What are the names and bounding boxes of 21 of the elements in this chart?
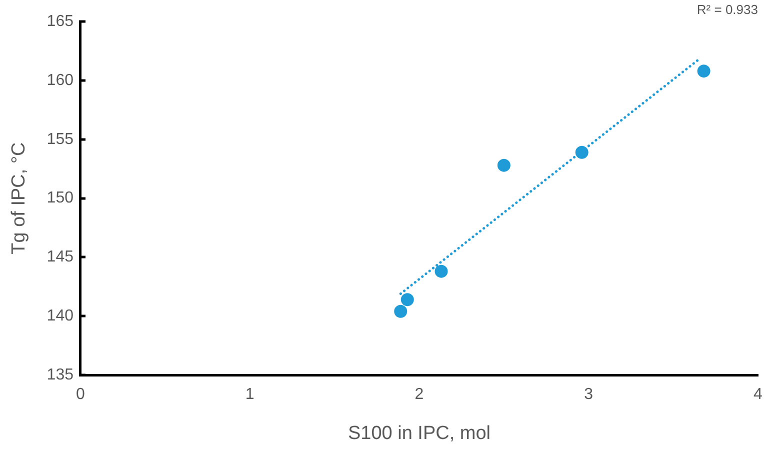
y-tick-label: 165 bbox=[46, 13, 74, 30]
y-tick-label: 145 bbox=[46, 248, 74, 266]
point bbox=[434, 264, 448, 278]
y-tick-label: 160 bbox=[46, 72, 74, 89]
y-tick-label: 135 bbox=[46, 366, 74, 384]
x-axis-title: S100 in IPC, mol bbox=[348, 422, 491, 444]
x-tick-label: 1 bbox=[245, 386, 254, 404]
x-tick-label: 0 bbox=[76, 386, 86, 404]
point bbox=[575, 146, 588, 159]
text: R² = 0.933 bbox=[696, 2, 758, 18]
x-tick-label: 2 bbox=[414, 386, 424, 404]
point bbox=[497, 158, 510, 172]
x-tick-label: 4 bbox=[754, 386, 763, 404]
y-axis-title: Tg of IPC, °C bbox=[8, 142, 30, 254]
point bbox=[394, 304, 408, 318]
x-tick-label: 3 bbox=[584, 386, 594, 404]
y-tick-label: 150 bbox=[46, 190, 74, 207]
y-tick-label: 155 bbox=[46, 130, 74, 148]
point bbox=[400, 293, 414, 306]
point bbox=[697, 64, 710, 78]
y-tick-label: 140 bbox=[46, 308, 74, 325]
